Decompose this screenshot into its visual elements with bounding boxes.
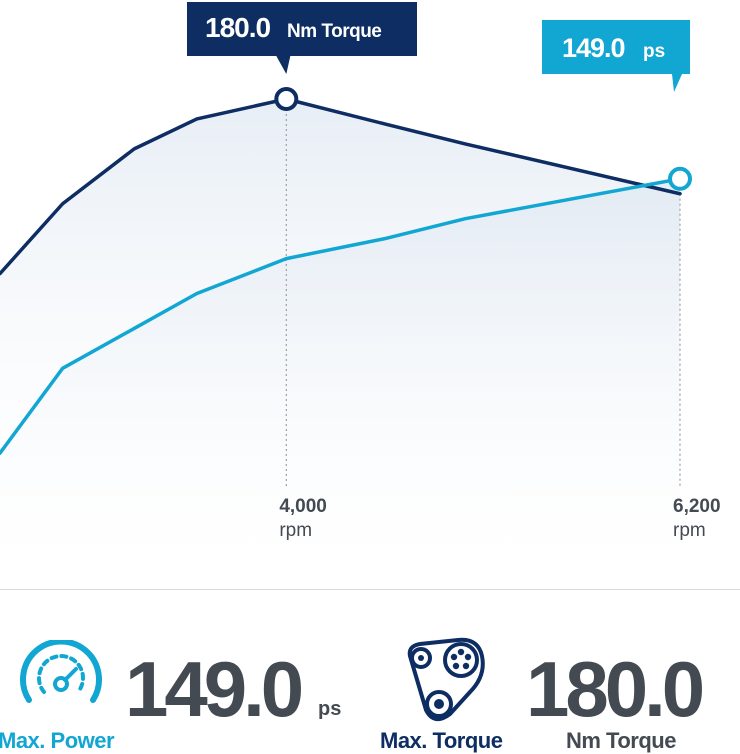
max-power-label: Max. Power (0, 728, 115, 753)
torque-callout-value: 180.0 (205, 12, 270, 43)
x-tick-unit-0: rpm (279, 520, 312, 541)
torque-peak-marker (274, 87, 299, 111)
speedometer-icon (18, 638, 104, 710)
x-tick-label-0: 4,000 (279, 496, 327, 517)
power-callout-box (542, 20, 690, 92)
power-peak-marker (668, 166, 692, 191)
max-power-value: 149.0 (125, 645, 304, 733)
belt-pulley-icon (404, 636, 490, 724)
performance-chart: 4,000 rpm 6,200 rpm 180.0 Nm Torque 149.0 ps (0, 2, 721, 591)
power-area (0, 178, 680, 591)
chart-svg: 4,000 rpm 6,200 rpm 180.0 Nm Torque 149.0 ps (0, 2, 721, 591)
power-line (0, 177, 682, 455)
max-torque-value: 180.0 (526, 645, 705, 733)
power-callout-unit: ps (643, 41, 665, 62)
torque-line (0, 97, 682, 276)
power-callout-value: 149.0 (562, 33, 625, 63)
divider (0, 589, 740, 590)
max-torque-unit: Nm Torque (566, 728, 676, 753)
torque-callout-box (187, 2, 417, 74)
torque-callout-unit: Nm Torque (287, 21, 381, 42)
max-power-unit: ps (318, 698, 342, 720)
x-tick-unit-1: rpm (673, 520, 706, 541)
x-tick-label-1: 6,200 (673, 496, 721, 517)
max-torque-label: Max. Torque (380, 728, 503, 753)
